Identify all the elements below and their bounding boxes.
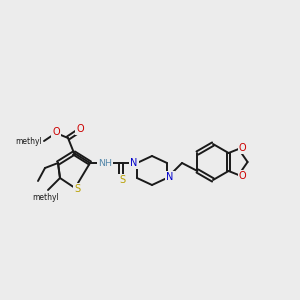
Text: O: O [239, 171, 246, 181]
Text: S: S [74, 184, 80, 194]
Text: O: O [239, 143, 246, 153]
Text: S: S [119, 175, 125, 185]
Text: methyl: methyl [33, 193, 59, 202]
Text: methyl: methyl [15, 136, 42, 146]
Text: NH: NH [98, 158, 112, 167]
Text: O: O [76, 124, 84, 134]
Text: N: N [166, 172, 174, 182]
Text: O: O [52, 127, 60, 137]
Text: N: N [130, 158, 138, 168]
